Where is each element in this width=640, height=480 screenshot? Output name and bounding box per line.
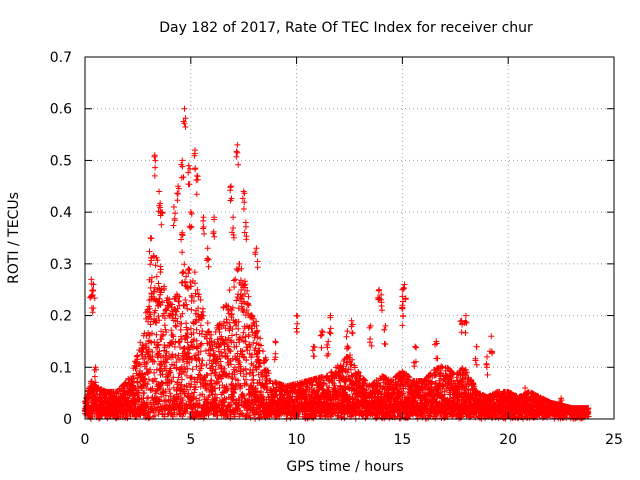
y-tick-label: 0.1 [50,360,72,376]
y-tick-label: 0 [63,412,72,428]
x-axis-label: GPS time / hours [286,459,403,475]
data-points [81,105,592,422]
y-axis-label: ROTI / TECUs [6,192,22,284]
x-tick-label: 20 [499,432,517,448]
x-tick-label: 0 [81,432,90,448]
y-tick-label: 0.4 [50,205,72,221]
x-tick-label: 5 [186,432,195,448]
plot-frame [84,56,615,420]
y-tick-labels: 0 0.1 0.2 0.3 0.4 0.5 0.6 0.7 [50,50,72,428]
x-tick-labels: 0 5 10 15 20 25 [81,432,623,448]
y-tick-label: 0.5 [50,153,72,169]
chart-title: Day 182 of 2017, Rate Of TEC Index for r… [159,20,533,36]
y-tick-label: 0.2 [50,309,72,325]
x-tick-label: 15 [393,432,411,448]
roti-points [81,105,592,422]
x-tick-label: 25 [605,432,623,448]
y-tick-label: 0.3 [50,257,72,273]
y-tick-label: 0.7 [50,50,72,66]
axis-ticks [84,56,615,420]
y-tick-label: 0.6 [50,102,72,118]
x-tick-label: 10 [288,432,306,448]
